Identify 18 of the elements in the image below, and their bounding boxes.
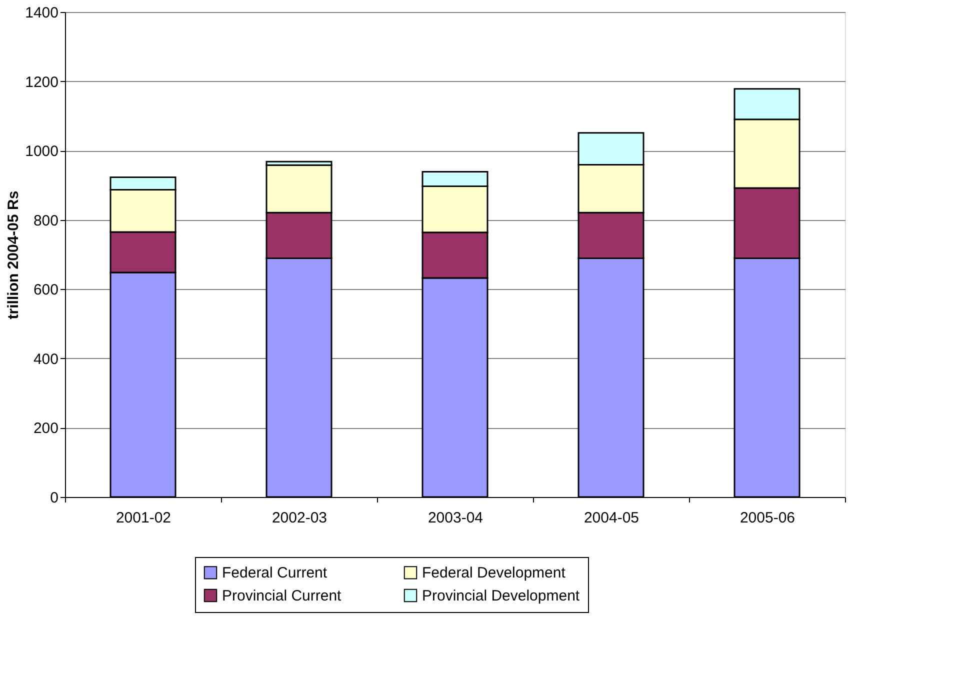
y-tick-label: 400 xyxy=(33,350,58,368)
legend-label: Provincial Development xyxy=(422,588,580,604)
x-tick-label: 2003-04 xyxy=(428,510,484,526)
y-tick-label: 600 xyxy=(33,282,58,299)
x-tick-label: 2002-03 xyxy=(272,510,328,526)
y-tick-label: 800 xyxy=(33,212,58,230)
y-tick-label: 1200 xyxy=(25,74,58,91)
x-tick-label: 2004-05 xyxy=(584,510,640,526)
y-tick-label: 200 xyxy=(33,420,58,438)
y-axis-title: trillion 2004-05 Rs xyxy=(5,190,22,320)
x-tick-label: 2005-06 xyxy=(740,510,796,526)
y-tick-label: 1000 xyxy=(25,143,58,160)
legend-label: Federal Development xyxy=(422,564,566,582)
legend-label: Provincial Current xyxy=(222,588,342,604)
legend-label: Federal Current xyxy=(222,564,328,582)
y-tick-label: 0 xyxy=(50,490,58,506)
x-tick-label: 2001-02 xyxy=(116,510,172,526)
y-tick-label: 1400 xyxy=(25,4,58,22)
